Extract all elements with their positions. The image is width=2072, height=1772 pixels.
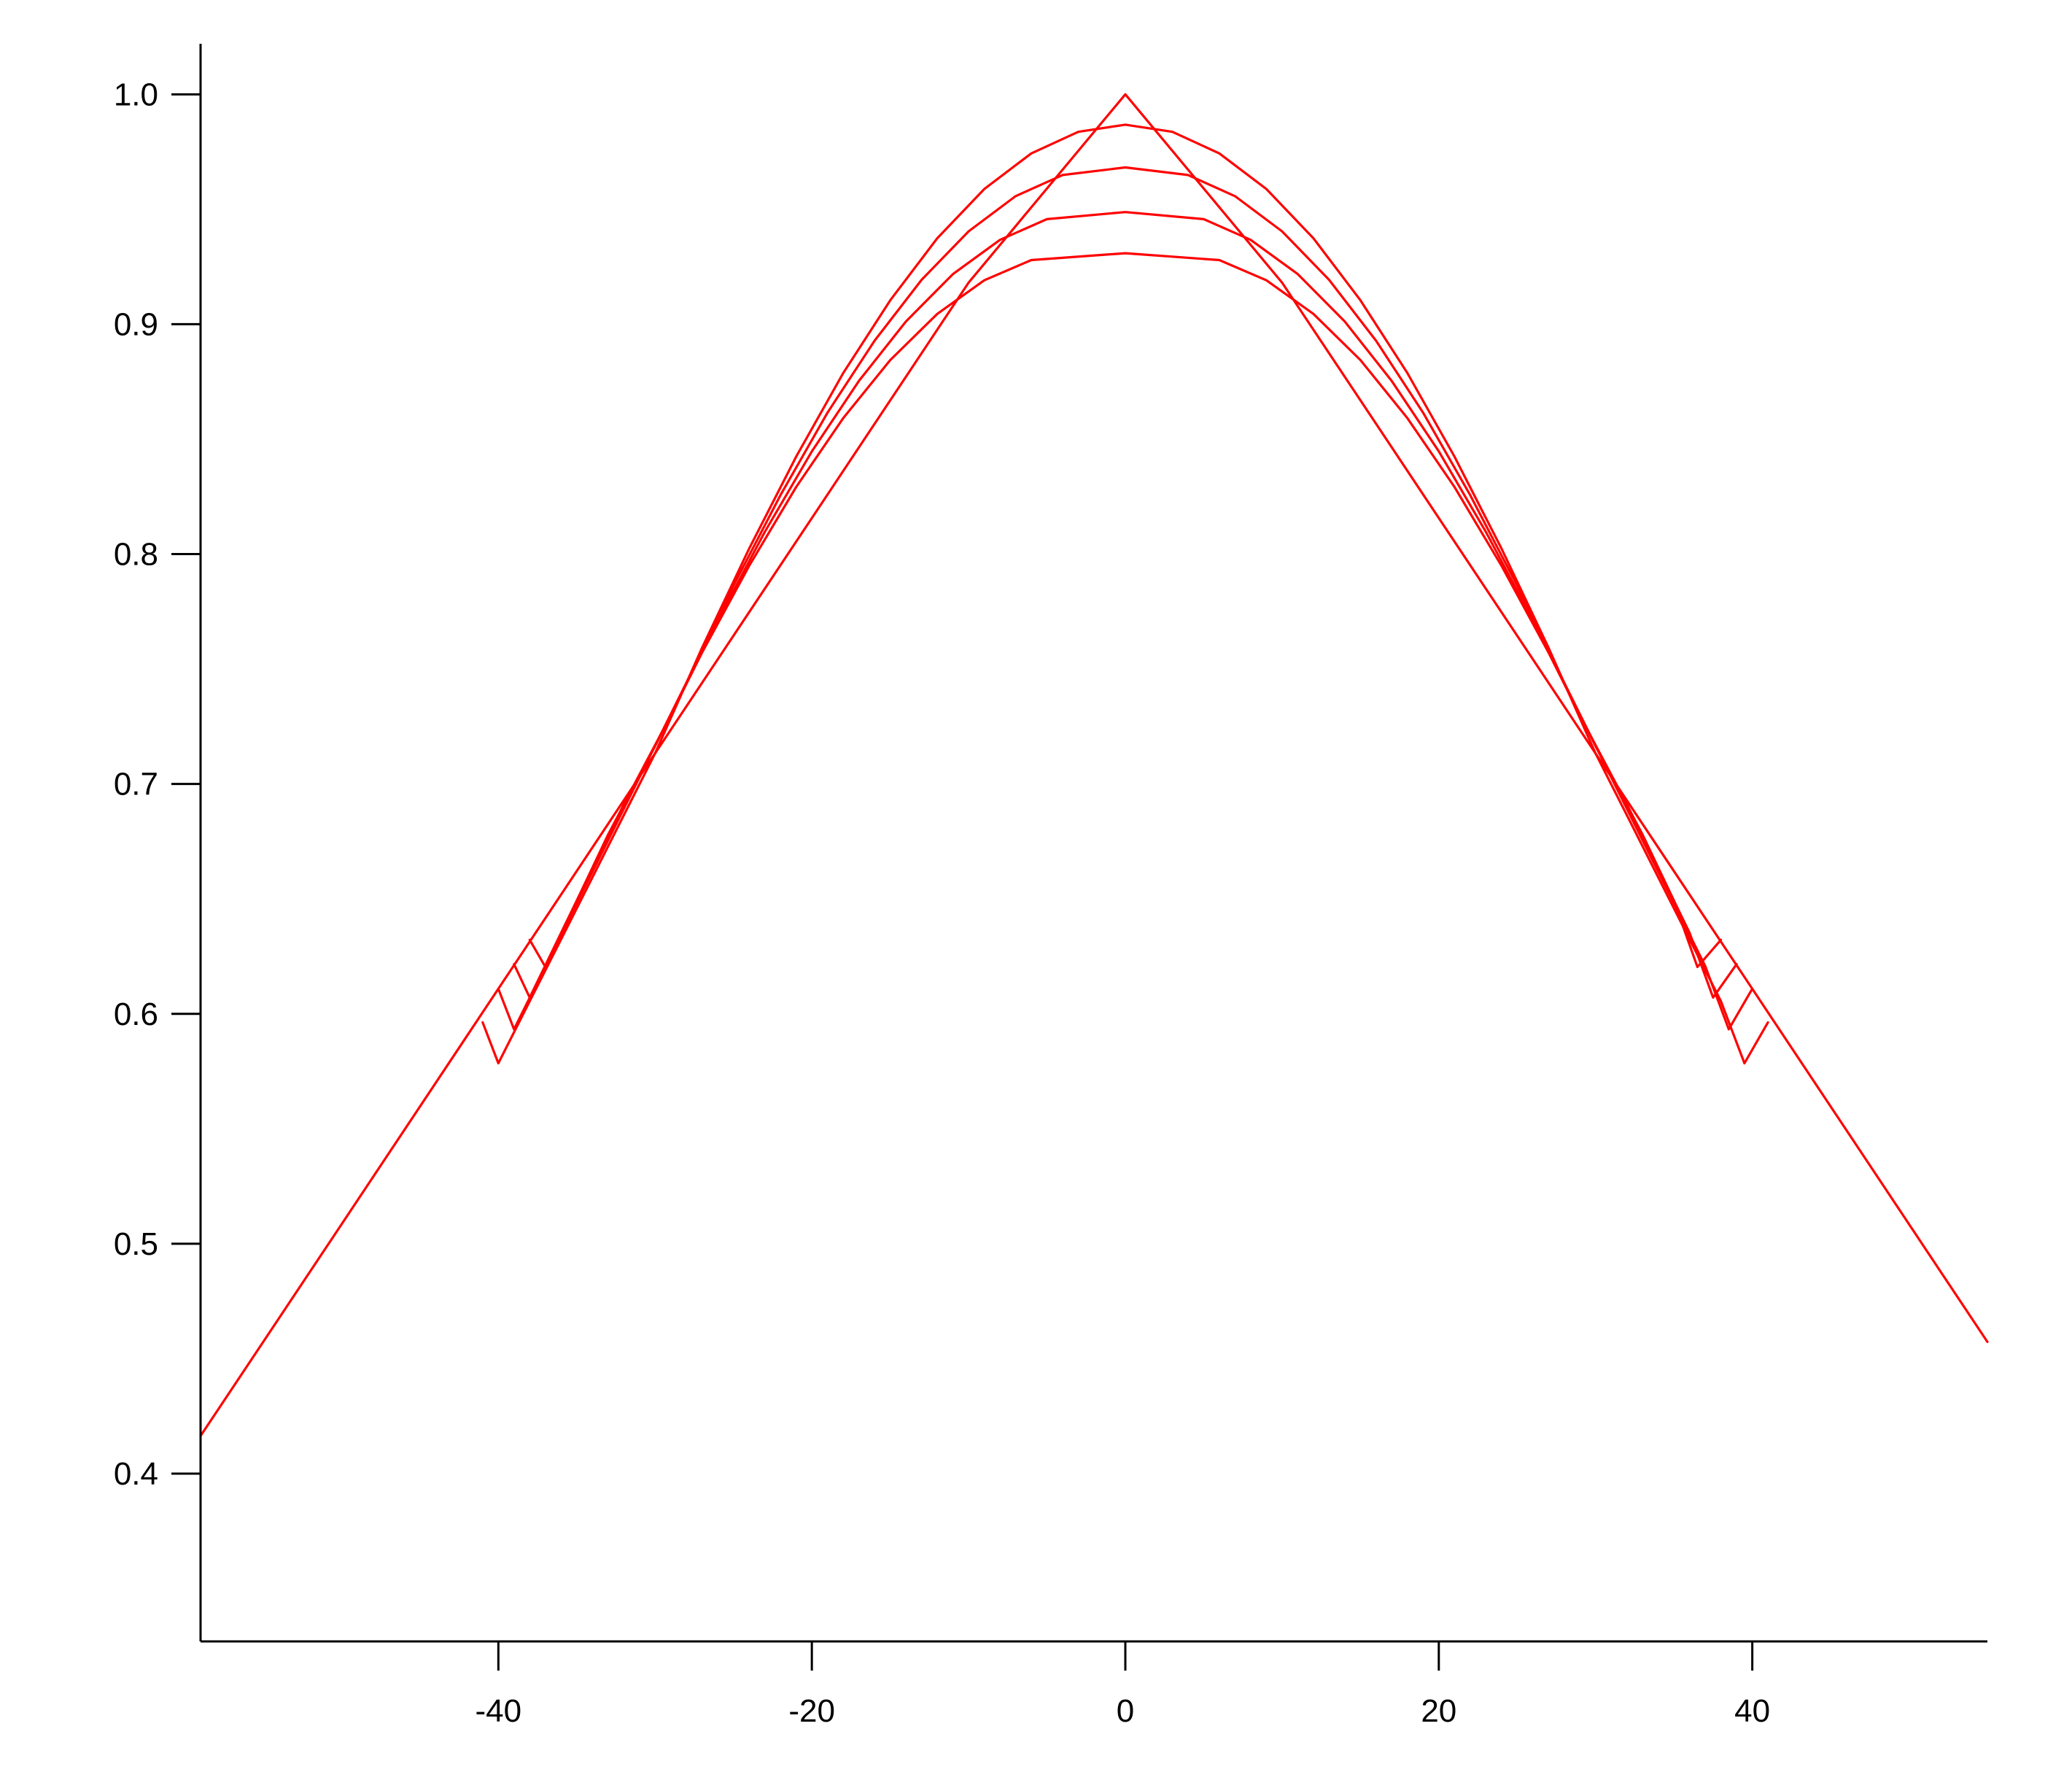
x-tick-label: -20 bbox=[788, 1693, 835, 1729]
y-tick-label: 0.9 bbox=[114, 306, 158, 342]
y-tick-label: 0.8 bbox=[114, 537, 158, 573]
x-tick-label: -40 bbox=[476, 1693, 522, 1729]
series-line-5 bbox=[528, 252, 1723, 969]
y-tick-label: 0.5 bbox=[114, 1226, 158, 1262]
y-ticks: 0.4 0.5 0.6 0.7 0.8 0.9 1.0 bbox=[114, 77, 201, 1492]
series-line-2 bbox=[481, 123, 1769, 1065]
x-tick-label: 0 bbox=[1117, 1693, 1134, 1729]
x-tick-label: 20 bbox=[1421, 1693, 1456, 1729]
series-layer bbox=[199, 93, 1989, 1437]
y-tick-label: 0.6 bbox=[114, 997, 158, 1032]
y-tick-label: 0.4 bbox=[114, 1456, 158, 1492]
x-tick-label: 40 bbox=[1734, 1693, 1770, 1729]
x-ticks: -40 -20 0 20 40 bbox=[476, 1641, 1770, 1729]
y-tick-label: 1.0 bbox=[114, 77, 158, 112]
y-tick-label: 0.7 bbox=[114, 767, 158, 802]
